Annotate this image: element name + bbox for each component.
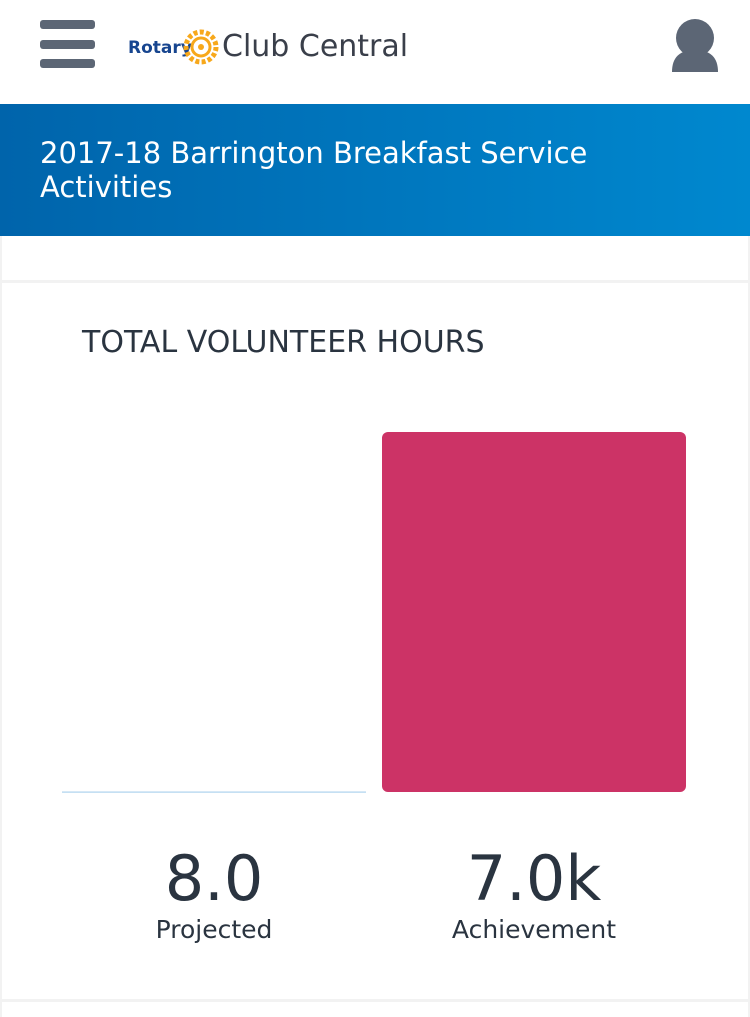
value-label: 7.0k: [467, 842, 602, 915]
rotary-logo: [183, 29, 219, 65]
bar: [62, 791, 366, 793]
banner: [0, 104, 750, 236]
chart-title: TOTAL VOLUNTEER HOURS: [81, 325, 485, 360]
header: [0, 0, 750, 104]
profile-button[interactable]: [672, 19, 718, 72]
value-label: 8.0: [165, 842, 264, 915]
brand: Rotary: [128, 38, 192, 58]
card: [2, 236, 748, 280]
banner-title: 2017-18 Barrington Breakfast Service Act…: [40, 136, 588, 204]
category-label: Achievement: [452, 915, 616, 944]
bar: [382, 432, 686, 792]
menu-button[interactable]: [40, 20, 95, 68]
app-name: Club Central: [222, 29, 408, 64]
category-label: Projected: [156, 915, 273, 944]
card: [2, 1002, 748, 1017]
